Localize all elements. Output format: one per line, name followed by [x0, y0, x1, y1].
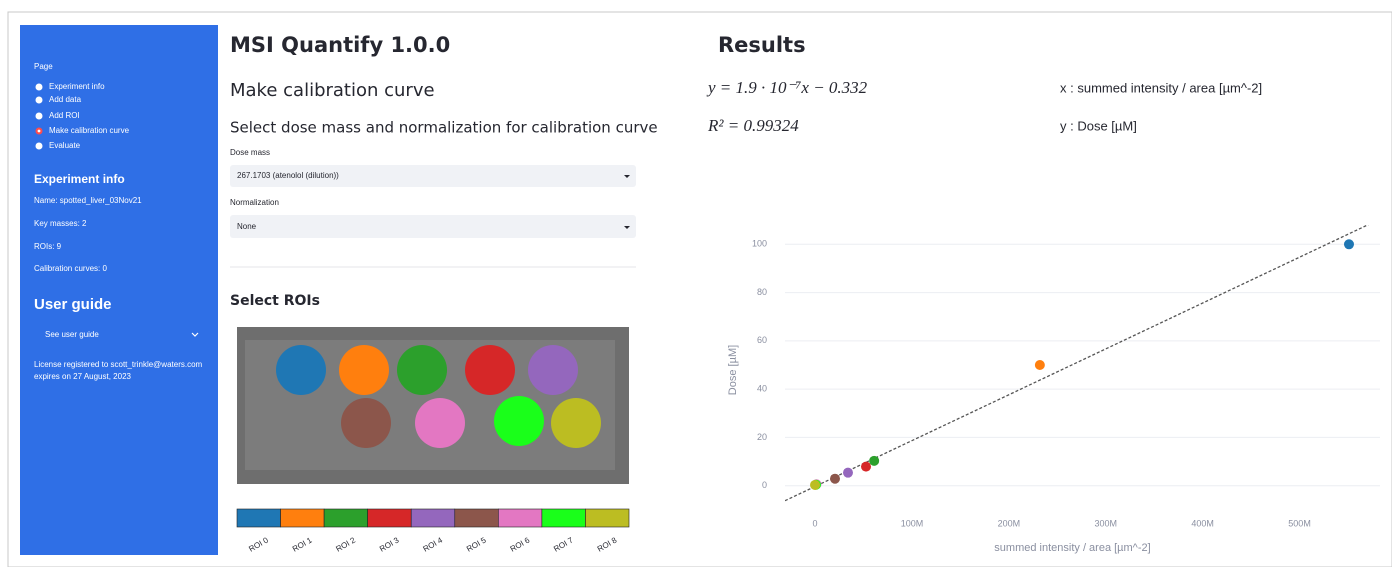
roi-spot [339, 345, 389, 395]
data-point [861, 462, 871, 472]
colorbar-segment [542, 509, 586, 527]
radio-button[interactable] [36, 84, 43, 91]
select-value[interactable]: 267.1703 (atenolol (dilution)) [237, 171, 339, 180]
y-tick-label: 100 [752, 239, 767, 249]
x-tick-label: 300M [1094, 518, 1117, 528]
info-line: ROIs: 9 [34, 242, 62, 251]
data-point [810, 480, 820, 490]
data-point [830, 474, 840, 484]
field-label: Normalization [230, 198, 279, 207]
section-heading: Select dose mass and normalization for c… [230, 119, 658, 137]
colorbar-segment [411, 509, 455, 527]
roi-spot [276, 345, 326, 395]
radio-button[interactable] [36, 143, 43, 150]
radio-button[interactable] [36, 97, 43, 104]
nav-option[interactable]: Make calibration curve [49, 126, 130, 135]
variable-definition: y : Dose [µM] [1060, 118, 1137, 133]
app-screenshot: Page Experiment info Add data Add ROI Make … [0, 0, 1392, 567]
data-point [843, 468, 853, 478]
colorbar-segment [498, 509, 542, 527]
radio-button[interactable] [36, 113, 43, 120]
info-line: Key masses: 2 [34, 219, 87, 228]
results-heading: Results [718, 33, 806, 57]
select-box[interactable]: 267.1703 (atenolol (dilution)) [230, 165, 636, 187]
nav-option[interactable]: Experiment info [49, 82, 105, 91]
y-tick-label: 60 [757, 335, 767, 345]
page-subtitle: Make calibration curve [230, 80, 435, 101]
colorbar-segment [368, 509, 412, 527]
x-axis-title: summed intensity / area [µm^-2] [994, 542, 1150, 554]
colorbar-segment [324, 509, 368, 527]
roi-spot [465, 345, 515, 395]
sidebar [20, 25, 218, 555]
sidebar-heading: User guide [34, 296, 112, 313]
field-label: Dose mass [230, 148, 270, 157]
info-line: Name: spotted_liver_03Nov21 [34, 196, 142, 205]
y-tick-label: 80 [757, 287, 767, 297]
x-tick-label: 400M [1191, 518, 1214, 528]
colorbar-segment [281, 509, 325, 527]
nav-option[interactable]: Add ROI [49, 111, 80, 120]
y-tick-label: 20 [757, 432, 767, 442]
variable-definition: x : summed intensity / area [µm^-2] [1060, 80, 1262, 95]
data-point [1035, 360, 1045, 370]
data-point [869, 456, 879, 466]
info-line: Calibration curves: 0 [34, 264, 107, 273]
roi-spot [494, 396, 544, 446]
roi-spot [397, 345, 447, 395]
r-squared: R² = 0.99324 [707, 116, 799, 135]
y-tick-label: 0 [762, 480, 767, 490]
license-text: License registered to scott_trinkle@wate… [34, 360, 203, 369]
x-tick-label: 100M [901, 518, 924, 528]
nav-option[interactable]: Evaluate [49, 141, 81, 150]
equation: y = 1.9 · 10⁻⁷x − 0.332 [706, 78, 868, 97]
select-value[interactable]: None [237, 222, 257, 231]
select-box[interactable]: None [230, 215, 636, 238]
nav-label: Page [34, 62, 53, 71]
colorbar-segment [585, 509, 629, 527]
x-tick-label: 200M [998, 518, 1021, 528]
colorbar-segment [455, 509, 499, 527]
x-tick-label: 0 [813, 518, 818, 528]
y-tick-label: 40 [757, 384, 767, 394]
select-field[interactable] [230, 215, 636, 238]
license-text: expires on 27 August, 2023 [34, 372, 132, 381]
sidebar-heading: Experiment info [34, 172, 125, 186]
app-title: MSI Quantify 1.0.0 [230, 33, 450, 57]
roi-spot [341, 398, 391, 448]
radio-dot[interactable] [38, 130, 41, 133]
nav-option[interactable]: Add data [49, 95, 82, 104]
colorbar-segment [237, 509, 281, 527]
data-point [1344, 239, 1354, 249]
roi-spot [528, 345, 578, 395]
x-tick-label: 500M [1288, 518, 1311, 528]
roi-spot [551, 398, 601, 448]
y-axis-title: Dose [µM] [727, 345, 739, 395]
section-heading: Select ROIs [230, 293, 320, 309]
expander-label[interactable]: See user guide [45, 330, 99, 339]
roi-spot [415, 398, 465, 448]
